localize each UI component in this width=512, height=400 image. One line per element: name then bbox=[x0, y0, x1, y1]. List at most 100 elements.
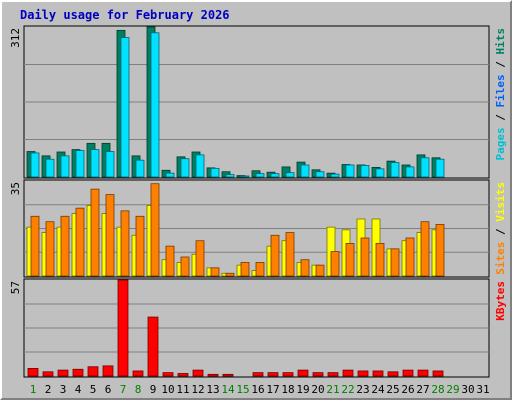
axis-label-visits_sites: Sites / Visits bbox=[494, 182, 507, 275]
day-label-8: 8 bbox=[135, 383, 142, 396]
bar-files-day-13 bbox=[210, 167, 220, 178]
bar-files-day-19 bbox=[300, 164, 310, 178]
y-max-label: 312 bbox=[9, 28, 22, 48]
day-label-4: 4 bbox=[75, 383, 82, 396]
x-axis-day-labels: 1 2 3 4 5 6 7 8 9 10 11 12 13 14 15 16 17 18 19 20 21 22 23 24 2… bbox=[30, 383, 490, 396]
bar-sites-day-27 bbox=[420, 221, 430, 277]
bar-sites-day-19 bbox=[300, 259, 310, 277]
bar-sites-day-14 bbox=[225, 272, 235, 277]
bar-kbytes-day-14 bbox=[222, 373, 234, 377]
bar-files-day-23 bbox=[360, 165, 370, 178]
bar-sites-day-20 bbox=[315, 264, 325, 277]
bar-kbytes-day-28 bbox=[432, 370, 444, 377]
day-label-25: 25 bbox=[386, 383, 399, 396]
bar-kbytes-day-18 bbox=[282, 372, 294, 377]
bar-sites-day-21 bbox=[330, 251, 340, 277]
bar-files-day-17 bbox=[270, 173, 280, 178]
bar-sites-day-22 bbox=[345, 243, 355, 277]
day-label-28: 28 bbox=[431, 383, 444, 396]
bar-files-day-18 bbox=[285, 172, 295, 178]
bar-sites-day-3 bbox=[60, 215, 70, 277]
day-label-14: 14 bbox=[221, 383, 235, 396]
bar-sites-day-12 bbox=[195, 240, 205, 277]
bar-kbytes-day-9 bbox=[147, 316, 159, 377]
day-label-31: 31 bbox=[476, 383, 489, 396]
axis-label-part: Pages bbox=[494, 127, 507, 160]
bar-files-day-5 bbox=[90, 149, 100, 178]
bar-sites-day-5 bbox=[90, 188, 100, 277]
day-label-15: 15 bbox=[236, 383, 249, 396]
panel-kbytes: 57 KBytes bbox=[9, 278, 507, 378]
bar-kbytes-day-10 bbox=[162, 372, 174, 377]
bar-sites-day-11 bbox=[180, 256, 190, 277]
bar-kbytes-day-8 bbox=[132, 370, 144, 377]
bar-kbytes-day-16 bbox=[252, 372, 264, 377]
bar-files-day-10 bbox=[165, 172, 175, 178]
bar-sites-day-8 bbox=[135, 215, 145, 277]
bar-kbytes-day-13 bbox=[207, 373, 219, 377]
bar-kbytes-day-3 bbox=[57, 369, 69, 377]
axis-label-hits_files_pages: Pages / Files / Hits bbox=[494, 28, 507, 161]
bar-kbytes-day-21 bbox=[327, 372, 339, 377]
bar-kbytes-day-22 bbox=[342, 369, 354, 377]
bar-sites-day-25 bbox=[390, 248, 400, 277]
axis-label-part: / bbox=[494, 55, 507, 75]
axis-label-part: Hits bbox=[494, 28, 507, 55]
day-label-9: 9 bbox=[150, 383, 157, 396]
bar-sites-day-17 bbox=[270, 234, 280, 277]
y-max-label: 57 bbox=[9, 281, 22, 294]
bar-files-day-25 bbox=[390, 162, 400, 178]
day-label-7: 7 bbox=[120, 383, 127, 396]
day-label-27: 27 bbox=[416, 383, 429, 396]
bar-kbytes-day-2 bbox=[42, 371, 54, 377]
axis-label-part: / bbox=[494, 108, 507, 128]
axis-label-part: Visits bbox=[494, 182, 507, 222]
bar-kbytes-day-7 bbox=[117, 279, 129, 377]
bar-files-day-6 bbox=[105, 151, 115, 178]
day-label-11: 11 bbox=[176, 383, 189, 396]
day-label-10: 10 bbox=[161, 383, 174, 396]
bar-kbytes-day-25 bbox=[387, 371, 399, 377]
bar-files-day-2 bbox=[45, 158, 55, 178]
bar-kbytes-day-24 bbox=[372, 370, 384, 377]
bar-sites-day-28 bbox=[435, 224, 445, 277]
bar-files-day-16 bbox=[255, 173, 265, 178]
bar-files-day-20 bbox=[315, 171, 325, 178]
bar-sites-day-16 bbox=[255, 262, 265, 277]
day-label-29: 29 bbox=[446, 383, 459, 396]
day-label-1: 1 bbox=[30, 383, 37, 396]
day-label-3: 3 bbox=[60, 383, 67, 396]
day-label-30: 30 bbox=[461, 383, 474, 396]
bar-files-day-11 bbox=[180, 158, 190, 178]
day-label-20: 20 bbox=[311, 383, 324, 396]
bar-files-day-4 bbox=[75, 150, 85, 178]
bar-files-day-12 bbox=[195, 154, 205, 178]
bar-files-day-24 bbox=[375, 168, 385, 178]
day-label-24: 24 bbox=[371, 383, 385, 396]
bar-files-day-21 bbox=[330, 173, 340, 178]
day-label-18: 18 bbox=[281, 383, 294, 396]
day-label-26: 26 bbox=[401, 383, 414, 396]
bar-kbytes-day-23 bbox=[357, 370, 369, 377]
bar-sites-day-23 bbox=[360, 237, 370, 277]
day-label-12: 12 bbox=[191, 383, 204, 396]
bar-files-day-1 bbox=[30, 152, 40, 178]
bar-kbytes-day-1 bbox=[27, 368, 39, 377]
bar-files-day-3 bbox=[60, 155, 70, 178]
axis-label-part: Files bbox=[494, 74, 507, 107]
bar-sites-day-4 bbox=[75, 207, 85, 277]
bar-files-day-7 bbox=[120, 37, 130, 178]
axis-label-part: KBytes bbox=[494, 281, 507, 321]
bar-kbytes-day-26 bbox=[402, 369, 414, 377]
day-label-23: 23 bbox=[356, 383, 369, 396]
bar-kbytes-day-5 bbox=[87, 366, 99, 377]
day-label-17: 17 bbox=[266, 383, 279, 396]
bar-files-day-15 bbox=[240, 175, 250, 178]
day-label-21: 21 bbox=[326, 383, 339, 396]
bar-sites-day-6 bbox=[105, 194, 115, 277]
bar-files-day-9 bbox=[150, 32, 160, 178]
bar-sites-day-15 bbox=[240, 262, 250, 277]
bar-kbytes-day-27 bbox=[417, 369, 429, 377]
day-label-19: 19 bbox=[296, 383, 309, 396]
